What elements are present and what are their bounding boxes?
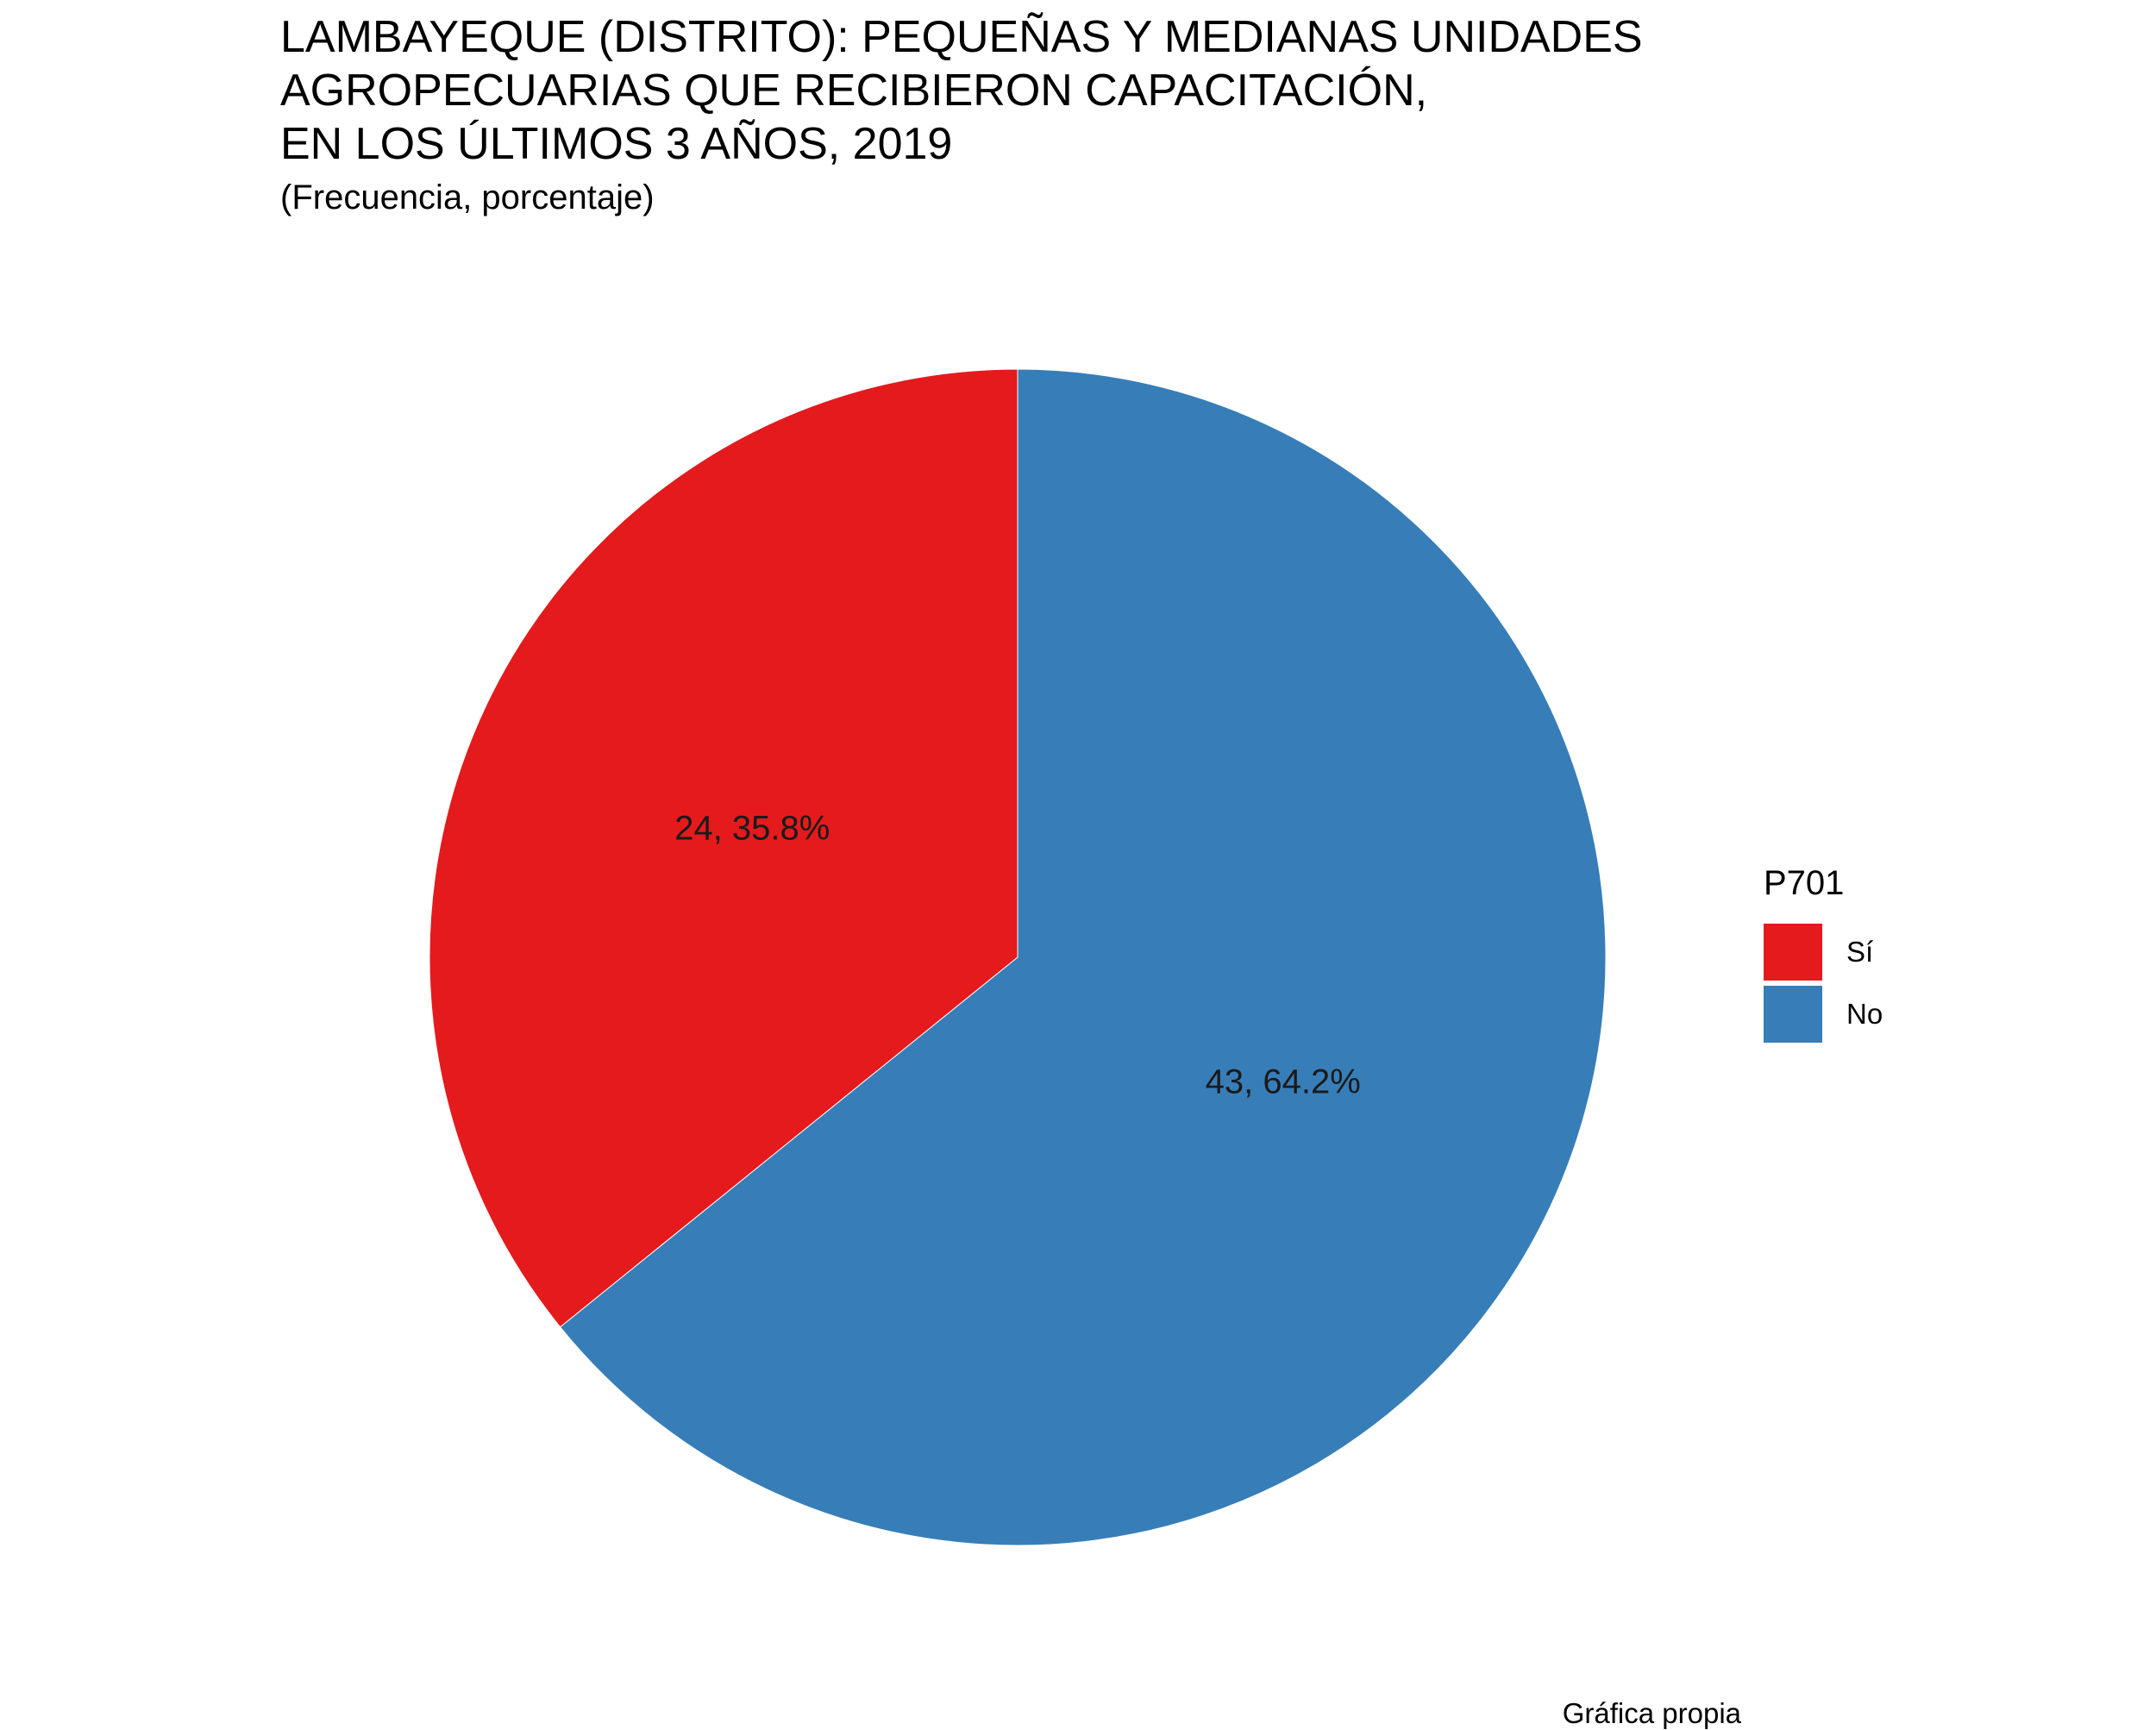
pie-slice-label-no: 43, 64.2%	[1206, 1062, 1361, 1100]
chart-title-line-1: LAMBAYEQUE (DISTRITO): PEQUEÑAS Y MEDIAN…	[280, 12, 1643, 62]
legend: P701 Sí No	[1764, 862, 1883, 1045]
pie-slice-label-si: 24, 35.8%	[674, 810, 830, 848]
chart-title-line-2: AGROPECUARIAS QUE RECIBIERON CAPACITACIÓ…	[280, 66, 1428, 116]
legend-label-si: Sí	[1846, 936, 1874, 968]
pie-slice-si	[429, 368, 1018, 1328]
chart-caption: Gráfica propia	[1562, 1697, 1741, 1729]
pie-slice-no	[559, 368, 1607, 1546]
pie-slice-labels: 24, 35.8% 43, 64.2%	[674, 810, 1361, 1101]
pie-slices	[429, 368, 1607, 1546]
legend-item-no: No	[1764, 983, 1883, 1045]
legend-label-no: No	[1846, 998, 1883, 1030]
chart-title: LAMBAYEQUE (DISTRITO): PEQUEÑAS Y MEDIAN…	[280, 10, 1643, 171]
chart-subtitle: (Frecuencia, porcentaje)	[280, 179, 655, 216]
chart-title-line-3: EN LOS ÚLTIMOS 3 AÑOS, 2019	[280, 119, 953, 169]
legend-item-si: Sí	[1764, 921, 1883, 983]
legend-swatch-no	[1764, 986, 1822, 1043]
legend-swatch-si	[1764, 924, 1822, 981]
legend-title: P701	[1764, 864, 1845, 902]
